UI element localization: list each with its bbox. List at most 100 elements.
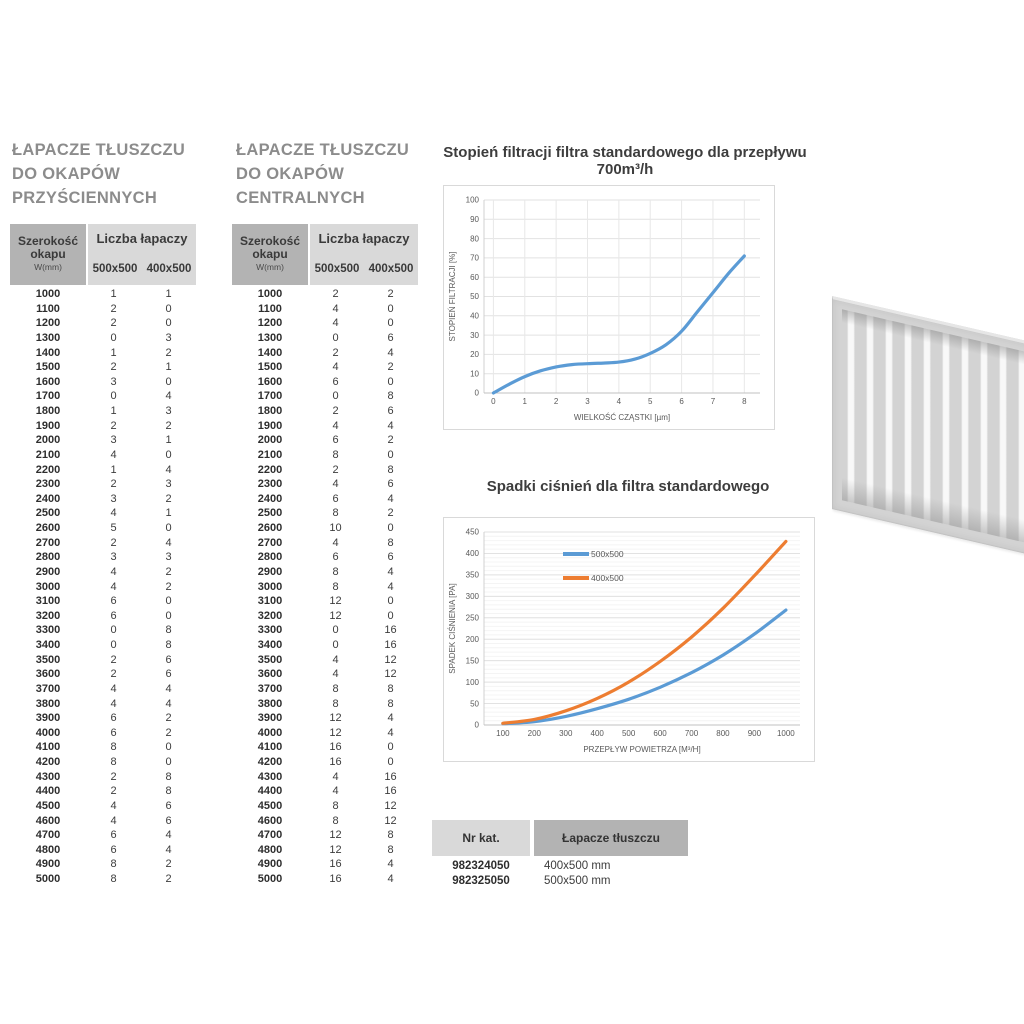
table-row: 3400 0 8 [35, 639, 172, 651]
table-row: 1200 4 0 [257, 317, 394, 330]
column-header-500x500: 500x500 [92, 262, 138, 275]
central-hoods-table: Szerokość okapu W(mm) Liczba łapaczy 500… [232, 224, 418, 887]
svg-text:8: 8 [742, 397, 747, 406]
svg-text:200: 200 [466, 635, 480, 644]
svg-text:PRZEPŁYW POWIETRZA [M³/H]: PRZEPŁYW POWIETRZA [M³/H] [583, 745, 700, 754]
table-row: 4500 4 6 [35, 799, 172, 812]
table-row: 4200 8 0 [35, 756, 172, 768]
table-row: 3500 2 6 [35, 653, 172, 666]
header-text: W(mm) [34, 262, 62, 272]
svg-text:400: 400 [591, 729, 605, 738]
table-row: 3600 4 12 [257, 668, 397, 681]
svg-text:STOPIEŃ FILTRACJI [%]: STOPIEŃ FILTRACJI [%] [448, 252, 457, 342]
svg-text:30: 30 [470, 331, 479, 340]
table-row: 4200 16 0 [257, 756, 394, 768]
column-header-500x500: 500x500 [314, 262, 360, 275]
svg-text:150: 150 [466, 656, 480, 665]
table-row: 2400 3 2 [35, 492, 172, 505]
catalog-number-table: Nr kat. Łapacze tłuszczu 982324050 400x50… [432, 820, 688, 889]
svg-text:3: 3 [585, 397, 590, 406]
catalog-row: 982325050 500x500 mm [452, 875, 611, 887]
svg-text:400: 400 [466, 549, 480, 558]
header-text: Liczba łapaczy [96, 230, 188, 246]
table-row: 1300 0 6 [257, 331, 394, 344]
table-row: 1800 1 3 [35, 405, 172, 417]
catalog-table-body: 982324050 400x500 mm 982325050 500x500 mm [432, 859, 688, 889]
table-row: 1400 1 2 [35, 346, 172, 359]
table-row: 4800 12 8 [257, 843, 394, 856]
table-row: 4900 8 2 [35, 858, 172, 871]
svg-text:10: 10 [470, 369, 479, 378]
table-row: 4500 8 12 [257, 799, 397, 812]
table-row: 2800 3 3 [35, 551, 172, 564]
header-text: okapu [30, 247, 66, 261]
table-row: 2300 4 6 [257, 478, 394, 491]
table-row: 4800 6 4 [35, 843, 172, 856]
table-row: 3900 6 2 [35, 712, 172, 725]
svg-text:0: 0 [475, 721, 480, 730]
table-row: 4600 8 12 [257, 814, 397, 827]
grease-filter-image [832, 296, 1024, 579]
table-row: 1800 2 6 [257, 405, 394, 417]
table-row: 2100 4 0 [35, 448, 172, 461]
table-row: 1900 2 2 [35, 419, 172, 432]
table-row: 4400 4 16 [257, 785, 397, 798]
header-text: Liczba łapaczy [318, 230, 410, 246]
svg-text:0: 0 [475, 389, 480, 398]
table-row: 3200 12 0 [257, 609, 394, 622]
table-row: 1000 1 1 [35, 288, 172, 300]
svg-text:900: 900 [748, 729, 762, 738]
table-row: 3000 8 4 [257, 580, 394, 593]
svg-text:80: 80 [470, 234, 479, 243]
svg-text:500x500: 500x500 [591, 549, 624, 559]
svg-text:350: 350 [466, 571, 480, 580]
table-row: 3800 8 8 [257, 697, 394, 710]
table-row: 4100 16 0 [257, 741, 394, 754]
table-row: 2600 5 0 [35, 522, 172, 534]
svg-text:50: 50 [470, 699, 479, 708]
table-row: 3400 0 16 [257, 639, 397, 651]
wall-hoods-table: Szerokość okapu W(mm) Liczba łapaczy 500… [10, 224, 196, 887]
table-row: 1500 2 1 [35, 361, 172, 374]
header-text: okapu [252, 247, 288, 261]
svg-text:100: 100 [496, 729, 510, 738]
svg-text:600: 600 [653, 729, 667, 738]
svg-text:300: 300 [466, 592, 480, 601]
svg-text:6: 6 [679, 397, 684, 406]
table-row: 3500 4 12 [257, 653, 397, 666]
svg-text:WIELKOŚĆ CZĄSTKI [µm]: WIELKOŚĆ CZĄSTKI [µm] [574, 413, 670, 422]
table-row: 3700 8 8 [257, 682, 394, 695]
svg-text:450: 450 [466, 528, 480, 537]
wall-hoods-table-body: 1000 1 1 1100 2 0 1200 2 0 1300 0 3 1400 1 2 1500 2 1 1600… [10, 287, 196, 887]
svg-text:2: 2 [554, 397, 559, 406]
svg-text:400x500: 400x500 [591, 573, 624, 583]
table-row: 4400 2 8 [35, 785, 172, 798]
table-row: 2700 4 8 [257, 536, 394, 549]
grease-catchers-header: Łapacze tłuszczu [534, 820, 688, 856]
svg-text:50: 50 [470, 292, 479, 301]
catalog-table-header: Nr kat. Łapacze tłuszczu [432, 820, 688, 856]
table-row: 2100 8 0 [257, 448, 394, 461]
table-row: 1700 0 4 [35, 390, 172, 403]
pressure-drop-chart: 0 50 100 150 200 250 300 350 400 450 100 200 300 400 5… [443, 517, 815, 762]
table-row: 3300 0 16 [257, 624, 397, 637]
table-row: 4000 12 4 [257, 726, 394, 739]
header-text: W(mm) [256, 262, 284, 272]
svg-text:500: 500 [622, 729, 636, 738]
table-row: 4300 2 8 [35, 770, 172, 783]
svg-text:20: 20 [470, 350, 479, 359]
table-row: 5000 8 2 [35, 873, 172, 885]
central-hoods-table-header: Szerokość okapu W(mm) Liczba łapaczy 500… [232, 224, 418, 285]
table-row: 3800 4 4 [35, 697, 172, 710]
svg-text:200: 200 [528, 729, 542, 738]
catalog-number-header: Nr kat. [432, 820, 530, 856]
table-row: 1900 4 4 [257, 419, 394, 432]
table-row: 2300 2 3 [35, 478, 172, 491]
table-row: 2600 10 0 [257, 522, 394, 534]
wall-hoods-title: ŁAPACZE TŁUSZCZU DO OKAPÓW PRZYŚCIENNYCH [12, 141, 186, 207]
table-row: 5000 16 4 [257, 873, 394, 885]
table-row: 3200 6 0 [35, 609, 172, 622]
svg-text:1000: 1000 [777, 729, 795, 738]
table-row: 4300 4 16 [257, 770, 397, 783]
